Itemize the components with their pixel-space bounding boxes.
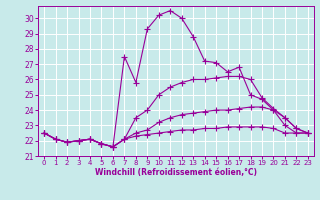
X-axis label: Windchill (Refroidissement éolien,°C): Windchill (Refroidissement éolien,°C) [95,168,257,177]
